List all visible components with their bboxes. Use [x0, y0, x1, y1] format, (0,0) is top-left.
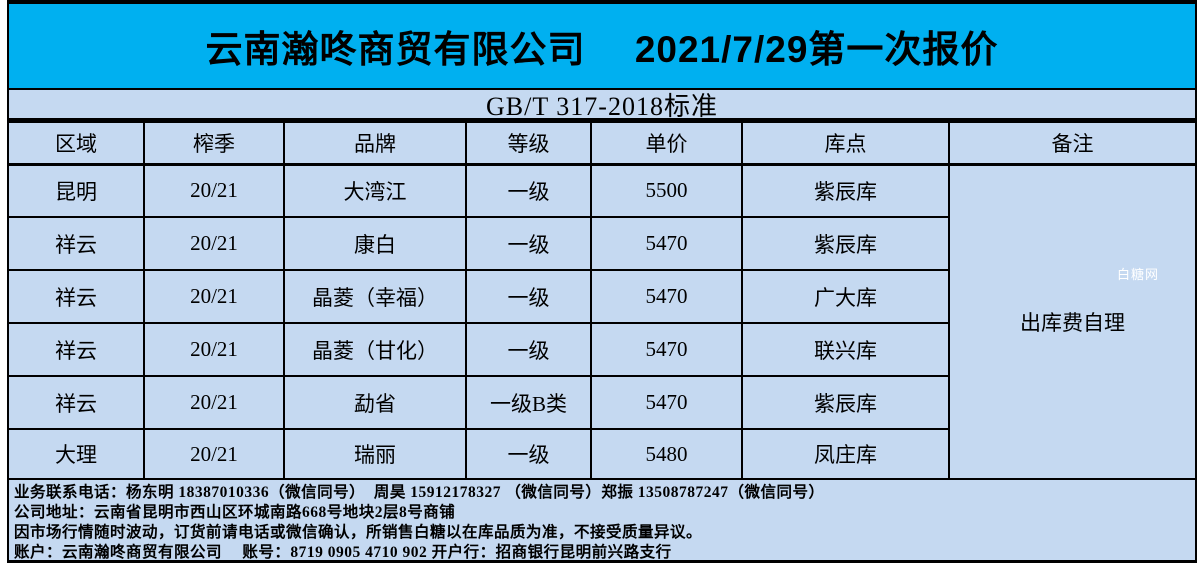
- cell-warehouse: 凤庄库: [741, 428, 950, 480]
- footer-notice-line: 因市场行情随时波动，订货前请电话或微信确认，所销售白糖以在库品质为准，不接受质量…: [14, 524, 703, 541]
- table-row: 祥云 20/21 晶菱（甘化） 一级 5470 联兴库: [7, 322, 1196, 377]
- cell-season: 20/21: [143, 269, 285, 324]
- cell-season: 20/21: [143, 322, 285, 377]
- cell-season: 20/21: [143, 163, 285, 218]
- column-header-season: 榨季: [143, 121, 285, 166]
- cell-brand: 勐省: [283, 375, 467, 430]
- cell-grade: 一级: [465, 428, 592, 480]
- cell-grade: 一级: [465, 216, 592, 271]
- quote-table: 区域 榨季 品牌 等级 单价 库点 备注 昆明 20/21 大湾江 一级 550…: [7, 121, 1197, 480]
- column-header-grade: 等级: [465, 121, 592, 166]
- quote-sheet: 云南瀚咚商贸有限公司 2021/7/29第一次报价 GB/T 317-2018标…: [7, 0, 1197, 563]
- footer-address-line: 公司地址：云南省昆明市西山区环城南路668号地块2层8号商铺: [14, 504, 456, 521]
- cell-brand: 大湾江: [283, 163, 467, 218]
- table-row: 祥云 20/21 勐省 一级B类 5470 紫辰库: [7, 375, 1196, 430]
- watermark-text: 白糖网: [1116, 266, 1159, 282]
- cell-warehouse: 紫辰库: [741, 163, 950, 218]
- table-header-row: 区域 榨季 品牌 等级 单价 库点 备注: [7, 121, 1197, 166]
- cell-season: 20/21: [143, 428, 285, 480]
- cell-season: 20/21: [143, 375, 285, 430]
- cell-region: 昆明: [7, 163, 145, 218]
- cell-region: 祥云: [7, 375, 145, 430]
- column-header-brand: 品牌: [283, 121, 467, 166]
- cell-brand: 晶菱（甘化）: [283, 322, 467, 377]
- remark-text: 出库费自理: [1020, 310, 1125, 335]
- remark-cell: 出库费自理 白糖网: [948, 163, 1197, 480]
- footer-contacts-line: 业务联系电话：杨东明 18387010336（微信同号） 周昊 15912178…: [14, 484, 825, 501]
- cell-region: 大理: [7, 428, 145, 480]
- standard-banner: GB/T 317-2018标准: [7, 88, 1197, 121]
- table-row: 祥云 20/21 康白 一级 5470 紫辰库: [7, 216, 1196, 271]
- table-row: 祥云 20/21 晶菱（幸福） 一级 5470 广大库: [7, 269, 1196, 324]
- table-row: 大理 20/21 瑞丽 一级 5480 凤庄库: [7, 428, 1196, 480]
- column-header-price: 单价: [590, 121, 743, 166]
- cell-warehouse: 紫辰库: [741, 216, 950, 271]
- cell-price: 5480: [590, 428, 743, 480]
- cell-grade: 一级: [465, 163, 592, 218]
- cell-region: 祥云: [7, 269, 145, 324]
- standard-label: GB/T 317-2018标准: [486, 91, 718, 121]
- cell-warehouse: 联兴库: [741, 322, 950, 377]
- footer-bank-line: 账户：云南瀚咚商贸有限公司 账号：8719 0905 4710 902 开户行：…: [14, 544, 672, 561]
- cell-price: 5470: [590, 322, 743, 377]
- cell-region: 祥云: [7, 216, 145, 271]
- top-black-bar: [7, 0, 1197, 4]
- cell-brand: 康白: [283, 216, 467, 271]
- title-banner: 云南瀚咚商贸有限公司 2021/7/29第一次报价: [7, 4, 1197, 88]
- cell-price: 5470: [590, 375, 743, 430]
- column-header-warehouse: 库点: [741, 121, 950, 166]
- cell-warehouse: 广大库: [741, 269, 950, 324]
- footer-notes: 业务联系电话：杨东明 18387010336（微信同号） 周昊 15912178…: [7, 480, 1197, 563]
- cell-warehouse: 紫辰库: [741, 375, 950, 430]
- table-row: 昆明 20/21 大湾江 一级 5500 紫辰库 出库费自理 白糖网: [7, 163, 1197, 480]
- cell-brand: 晶菱（幸福）: [283, 269, 467, 324]
- column-header-remark: 备注: [948, 121, 1197, 166]
- page-title: 云南瀚咚商贸有限公司 2021/7/29第一次报价: [205, 29, 999, 70]
- cell-region: 祥云: [7, 322, 145, 377]
- cell-grade: 一级: [465, 322, 592, 377]
- cell-price: 5470: [590, 269, 743, 324]
- column-header-region: 区域: [7, 121, 145, 166]
- cell-season: 20/21: [143, 216, 285, 271]
- cell-price: 5470: [590, 216, 743, 271]
- cell-grade: 一级B类: [465, 375, 592, 430]
- cell-brand: 瑞丽: [283, 428, 467, 480]
- cell-price: 5500: [590, 163, 743, 218]
- cell-grade: 一级: [465, 269, 592, 324]
